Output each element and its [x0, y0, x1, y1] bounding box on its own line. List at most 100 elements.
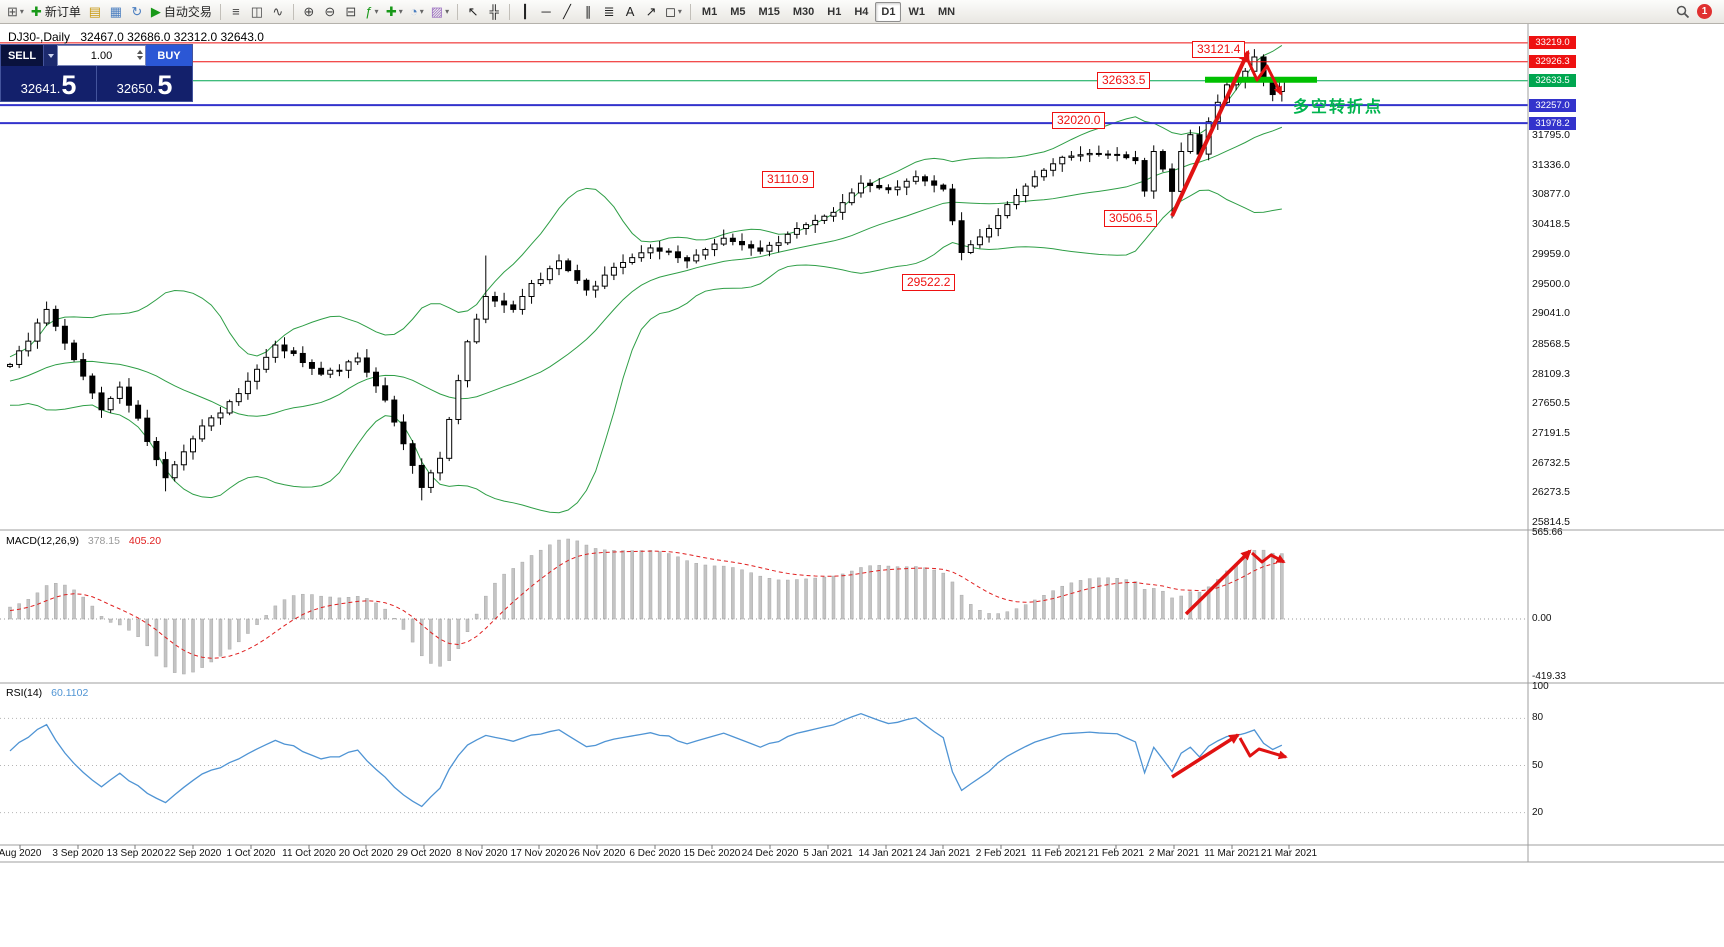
- timeframe-mn-button[interactable]: MN: [932, 2, 961, 22]
- refresh-button[interactable]: ↻: [127, 2, 147, 22]
- sell-button[interactable]: SELL: [1, 45, 43, 66]
- chart-files-button[interactable]: ▤: [85, 2, 105, 22]
- zoom-in-button[interactable]: ⊕: [299, 2, 319, 22]
- timeframe-h1-button[interactable]: H1: [821, 2, 847, 22]
- sell-price[interactable]: 32641. 5: [1, 66, 96, 101]
- periods-button[interactable]: ◔ ▾: [407, 2, 427, 22]
- indicators-list-button[interactable]: ƒ ▾: [362, 2, 382, 22]
- profiles-icon: ▦: [109, 4, 122, 19]
- timeframe-m30-button[interactable]: M30: [787, 2, 820, 22]
- date-label[interactable]: 26 Nov 2020: [568, 848, 626, 859]
- arrow-tool-button[interactable]: ↗: [641, 2, 661, 22]
- periods-icon: ◔: [409, 4, 418, 19]
- date-label[interactable]: 6 Dec 2020: [629, 848, 681, 859]
- candlesticks: [7, 49, 1285, 501]
- date-label[interactable]: 29 Oct 2020: [396, 848, 452, 859]
- timeframe-m1-button[interactable]: M1: [696, 2, 723, 22]
- price-annotation[interactable]: 31110.9: [762, 170, 814, 188]
- crosshair-button[interactable]: ╬: [484, 2, 504, 22]
- toolbar-separator: [292, 3, 294, 20]
- date-label[interactable]: Aug 2020: [0, 848, 42, 859]
- price-annotation[interactable]: 33121.4: [1192, 40, 1246, 58]
- date-label[interactable]: 14 Jan 2021: [858, 848, 914, 859]
- bar-chart-button[interactable]: ≡: [226, 2, 246, 22]
- price-tag: 32257.0: [1529, 98, 1576, 112]
- chevron-down-icon: ▾: [419, 7, 424, 16]
- new-order-button[interactable]: ✚ 新订单: [28, 2, 84, 22]
- profiles-button[interactable]: ▦: [106, 2, 126, 22]
- search-icon[interactable]: [1676, 5, 1690, 19]
- chart-window-button[interactable]: ⊞ ▾: [4, 2, 27, 22]
- price-tick: 27191.5: [1532, 426, 1570, 439]
- buy-price[interactable]: 32650. 5: [96, 66, 192, 101]
- date-label[interactable]: 2 Mar 2021: [1148, 848, 1200, 859]
- buy-price-big-digit: 5: [157, 70, 173, 100]
- fibonacci-retracement-button[interactable]: ≣: [599, 2, 619, 22]
- text-tool-button[interactable]: A: [620, 2, 640, 22]
- timeframe-h4-button[interactable]: H4: [848, 2, 874, 22]
- price-annotation[interactable]: 30506.5: [1104, 209, 1158, 227]
- macd-value-signal: 405.20: [128, 535, 162, 547]
- date-label[interactable]: 22 Sep 2020: [164, 848, 222, 859]
- horizontal-line-icon: ─: [541, 4, 551, 19]
- date-label[interactable]: 21 Mar 2021: [1260, 848, 1318, 859]
- date-label[interactable]: 24 Dec 2020: [741, 848, 799, 859]
- date-label[interactable]: 1 Oct 2020: [226, 848, 276, 859]
- equidistant-channel-button[interactable]: ∥: [578, 2, 598, 22]
- rsi-name: RSI(14): [6, 687, 43, 699]
- price-tag: 31978.2: [1529, 116, 1576, 130]
- date-label[interactable]: 8 Nov 2020: [456, 848, 508, 859]
- templates-button[interactable]: ▨ ▾: [428, 2, 452, 22]
- trendline-button[interactable]: ╱: [557, 2, 577, 22]
- date-label[interactable]: 11 Mar 2021: [1204, 848, 1260, 859]
- date-label[interactable]: 17 Nov 2020: [510, 848, 568, 859]
- timeframe-m5-button[interactable]: M5: [724, 2, 751, 22]
- auto-trading-button[interactable]: ▶ 自动交易: [148, 2, 215, 22]
- timeframe-m15-button[interactable]: M15: [752, 2, 785, 22]
- horizontal-line-button[interactable]: ─: [536, 2, 556, 22]
- rsi-line: [9, 713, 1283, 808]
- price-tick: 26732.5: [1532, 456, 1570, 469]
- trend-note[interactable]: 多空转折点: [1293, 99, 1384, 116]
- add-indicator-button[interactable]: ✚ ▾: [383, 2, 406, 22]
- macd-name: MACD(12,26,9): [6, 535, 79, 547]
- date-label[interactable]: 2 Feb 2021: [975, 848, 1027, 859]
- line-chart-button[interactable]: ∿: [268, 2, 288, 22]
- date-label[interactable]: 3 Sep 2020: [52, 848, 104, 859]
- chart-canvas[interactable]: [0, 24, 1724, 947]
- toolbar-separator: [219, 3, 221, 20]
- vertical-line-button[interactable]: ┃: [515, 2, 535, 22]
- timeframe-d1-button[interactable]: D1: [875, 1, 902, 22]
- tile-windows-button[interactable]: ⊟: [341, 2, 361, 22]
- date-label[interactable]: 13 Sep 2020: [106, 848, 164, 859]
- date-label[interactable]: 15 Dec 2020: [683, 848, 741, 859]
- chart-ohlc-values: 32467.0 32686.0 32312.0 32643.0: [80, 30, 264, 44]
- price-tick: 30877.0: [1532, 188, 1570, 201]
- volume-dropdown-button[interactable]: [43, 45, 57, 66]
- timeframe-w1-button[interactable]: W1: [902, 2, 931, 22]
- price-annotation[interactable]: 29522.2: [902, 273, 956, 291]
- price-tick: 31795.0: [1532, 129, 1570, 141]
- zoom-out-button[interactable]: ⊖: [320, 2, 340, 22]
- h4-label: H4: [854, 5, 869, 18]
- price-annotation[interactable]: 32020.0: [1052, 111, 1106, 129]
- shapes-tool-button[interactable]: ◻ ▾: [662, 2, 685, 22]
- date-label[interactable]: 21 Feb 2021: [1087, 848, 1145, 859]
- volume-spinner[interactable]: [137, 47, 143, 63]
- date-label[interactable]: 11 Feb 2021: [1031, 848, 1087, 859]
- volume-input[interactable]: 1.00: [57, 45, 146, 66]
- auto-trading-label: 自动交易: [163, 5, 212, 19]
- price-tick: 30418.5: [1532, 218, 1570, 231]
- price-tick: 26273.5: [1532, 486, 1570, 499]
- buy-button[interactable]: BUY: [146, 45, 192, 66]
- panel-separators: [0, 24, 1724, 863]
- price-annotation[interactable]: 32633.5: [1097, 72, 1151, 90]
- chevron-down-icon: [47, 53, 54, 61]
- date-label[interactable]: 5 Jan 2021: [803, 848, 853, 859]
- date-label[interactable]: 24 Jan 2021: [915, 848, 971, 859]
- date-label[interactable]: 20 Oct 2020: [338, 848, 394, 859]
- date-label[interactable]: 11 Oct 2020: [282, 848, 336, 859]
- cursor-button[interactable]: ↖: [463, 2, 483, 22]
- candlestick-chart-button[interactable]: ◫: [247, 2, 267, 22]
- notification-badge[interactable]: 1: [1697, 4, 1712, 19]
